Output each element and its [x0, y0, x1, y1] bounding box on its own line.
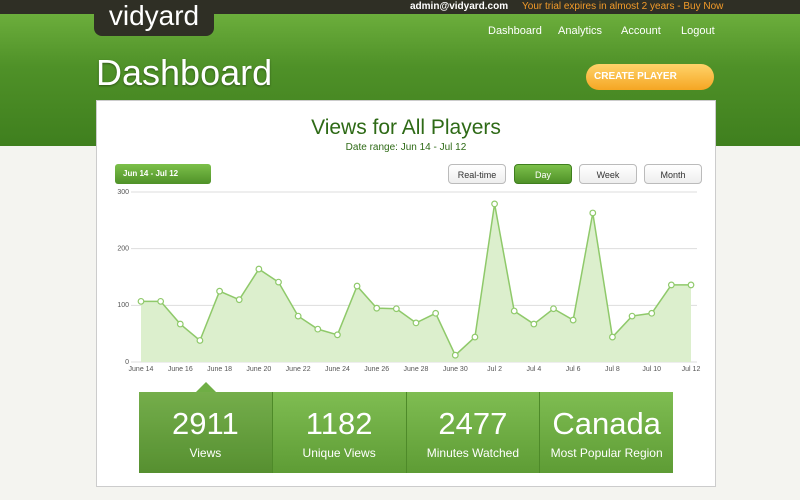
x-tick-label: June 30: [443, 366, 468, 373]
x-tick-label: June 24: [325, 366, 350, 373]
range-button[interactable]: Day: [514, 164, 572, 184]
x-tick-label: June 14: [129, 366, 154, 373]
y-tick-label: 0: [125, 359, 129, 366]
stats-bar: 2911 Views 1182 Unique Views 2477 Minutes W…: [139, 392, 673, 473]
y-tick-label: 300: [117, 189, 129, 196]
stat-label: Views: [189, 446, 222, 460]
x-tick-label: June 22: [286, 366, 311, 373]
stats-pointer: [196, 382, 216, 392]
point: [471, 333, 479, 341]
stat-value: 2477: [438, 406, 508, 441]
x-tick-label: Jul 12: [682, 366, 701, 373]
x-tick-label: Jul 6: [566, 366, 581, 373]
point: [255, 265, 263, 273]
nav-link[interactable]: Analytics: [558, 25, 603, 37]
point: [137, 297, 145, 305]
y-tick-label: 200: [117, 246, 129, 253]
x-tick-label: Jul 8: [605, 366, 620, 373]
stat-value: 1182: [305, 406, 373, 441]
x-tick-label: June 20: [246, 366, 271, 373]
point: [334, 331, 341, 339]
point: [314, 325, 322, 333]
stat: 1182 Unique Views: [273, 392, 407, 473]
date-picker[interactable]: Jun 14 - Jul 12: [115, 164, 211, 184]
point: [235, 296, 243, 304]
point: [216, 287, 223, 295]
x-tick-label: Jul 4: [526, 366, 541, 373]
point: [294, 312, 302, 320]
y-tick-label: 100: [117, 302, 129, 309]
range-button[interactable]: Week: [579, 164, 637, 184]
x-tick-label: Jul 2: [487, 366, 502, 373]
point: [451, 351, 459, 359]
point: [373, 304, 381, 312]
point: [510, 307, 518, 315]
point: [196, 337, 204, 344]
stat: 2911 Views: [139, 392, 273, 473]
x-tick-label: June 26: [364, 366, 389, 373]
nav-link[interactable]: Dashboard: [488, 25, 542, 37]
point: [491, 200, 498, 208]
area-fill: [141, 203, 691, 362]
stat-label: Most Popular Region: [550, 446, 663, 460]
chart-subtitle: Date range: Jun 14 - Jul 12: [345, 142, 467, 153]
point: [628, 312, 636, 320]
point: [530, 320, 538, 328]
point: [176, 320, 184, 328]
point: [609, 333, 616, 341]
point: [569, 316, 577, 324]
x-tick-label: June 18: [207, 366, 232, 373]
user-email[interactable]: admin@vidyard.com: [410, 1, 509, 12]
nav-link[interactable]: Account: [621, 25, 661, 37]
x-tick-label: Jul 10: [642, 366, 661, 373]
create-button[interactable]: CREATE PLAYER: [586, 64, 714, 90]
stat: 2477 Minutes Watched: [407, 392, 541, 473]
nav-link[interactable]: Logout: [681, 25, 715, 37]
stat: Canada Most Popular Region: [540, 392, 673, 473]
point: [648, 309, 656, 317]
point: [667, 281, 675, 289]
point: [550, 305, 557, 313]
stat-value: 2911: [172, 406, 239, 441]
point: [353, 282, 361, 290]
x-tick-label: June 28: [404, 366, 429, 373]
point: [275, 278, 282, 286]
range-button[interactable]: Real-time: [448, 164, 506, 184]
page-title: Dashboard: [96, 52, 273, 93]
point: [432, 309, 440, 317]
point: [687, 281, 695, 289]
point: [412, 319, 420, 327]
point: [392, 305, 400, 313]
chart-title: Views for All Players: [311, 116, 501, 139]
trial-notice[interactable]: Your trial expires in almost 2 years - B…: [522, 1, 724, 12]
logo[interactable]: vidyard: [94, 0, 214, 36]
x-tick-label: June 16: [168, 366, 193, 373]
stat-label: Unique Views: [302, 446, 376, 460]
stat-value: Canada: [552, 406, 661, 441]
point: [157, 297, 165, 305]
stat-label: Minutes Watched: [426, 446, 519, 460]
point: [589, 209, 597, 217]
range-button[interactable]: Month: [644, 164, 702, 184]
